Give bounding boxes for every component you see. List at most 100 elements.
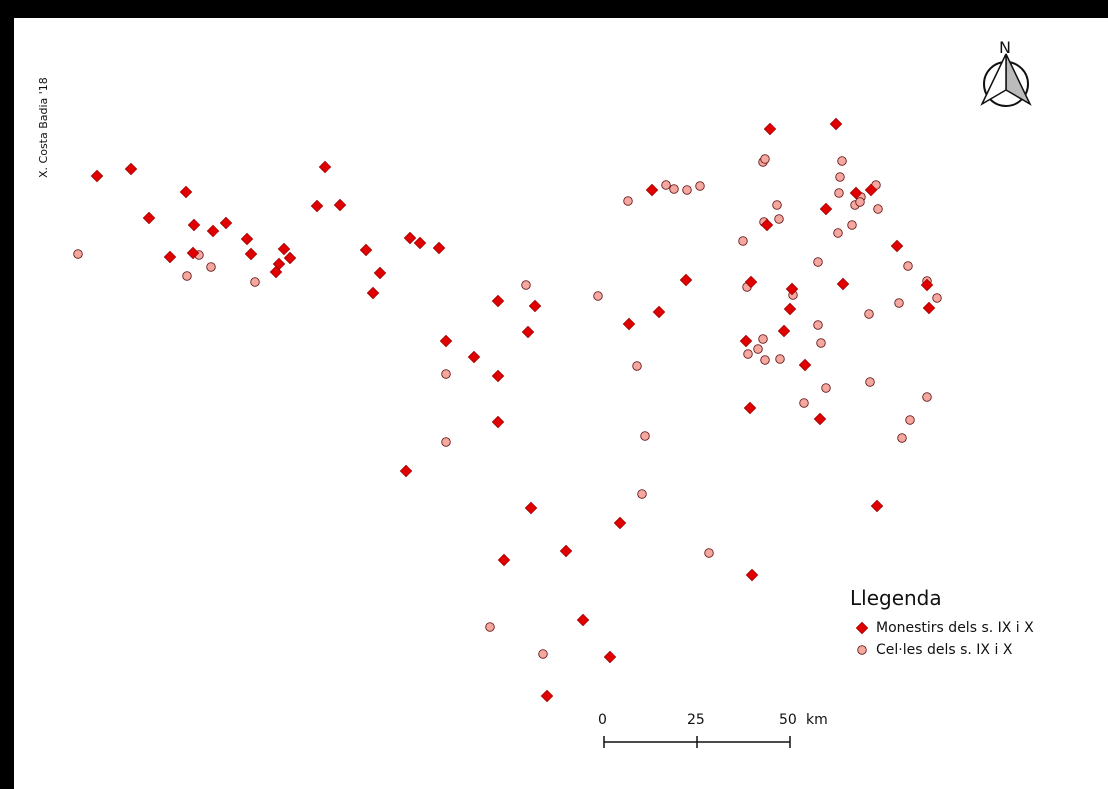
cell-marker[interactable]	[903, 261, 913, 271]
monastery-marker[interactable]	[603, 650, 617, 664]
cell-marker[interactable]	[669, 184, 679, 194]
map-canvas[interactable]: X. Costa Badia '18 N Lleg	[14, 18, 1108, 789]
monastery-marker[interactable]	[90, 169, 104, 183]
cell-marker[interactable]	[864, 309, 874, 319]
cell-marker[interactable]	[834, 188, 844, 198]
cell-marker[interactable]	[521, 280, 531, 290]
monastery-marker[interactable]	[763, 122, 777, 136]
cell-marker[interactable]	[441, 437, 451, 447]
monastery-marker[interactable]	[142, 211, 156, 225]
monastery-marker[interactable]	[403, 231, 417, 245]
cell-marker[interactable]	[640, 431, 650, 441]
monastery-marker[interactable]	[777, 324, 791, 338]
monastery-marker[interactable]	[798, 358, 812, 372]
cell-marker[interactable]	[758, 334, 768, 344]
monastery-marker[interactable]	[813, 412, 827, 426]
monastery-marker[interactable]	[491, 294, 505, 308]
monastery-marker[interactable]	[864, 183, 878, 197]
monastery-marker[interactable]	[613, 516, 627, 530]
monastery-marker[interactable]	[124, 162, 138, 176]
monastery-marker[interactable]	[432, 241, 446, 255]
monastery-marker[interactable]	[920, 278, 934, 292]
monastery-marker[interactable]	[785, 282, 799, 296]
monastery-marker[interactable]	[524, 501, 538, 515]
monastery-marker[interactable]	[240, 232, 254, 246]
monastery-marker[interactable]	[743, 401, 757, 415]
cell-marker[interactable]	[73, 249, 83, 259]
monastery-marker[interactable]	[836, 277, 850, 291]
cell-marker[interactable]	[922, 392, 932, 402]
cell-marker[interactable]	[593, 291, 603, 301]
monastery-marker[interactable]	[922, 301, 936, 315]
cell-marker[interactable]	[816, 338, 826, 348]
monastery-marker[interactable]	[366, 286, 380, 300]
cell-marker[interactable]	[774, 214, 784, 224]
monastery-marker[interactable]	[829, 117, 843, 131]
monastery-marker[interactable]	[645, 183, 659, 197]
cell-marker[interactable]	[813, 320, 823, 330]
cell-marker[interactable]	[485, 622, 495, 632]
cell-marker[interactable]	[623, 196, 633, 206]
cell-marker[interactable]	[873, 204, 883, 214]
monastery-marker[interactable]	[870, 499, 884, 513]
monastery-marker[interactable]	[739, 334, 753, 348]
monastery-marker[interactable]	[269, 265, 283, 279]
cell-marker[interactable]	[813, 257, 823, 267]
cell-marker[interactable]	[865, 377, 875, 387]
cell-marker[interactable]	[441, 369, 451, 379]
monastery-marker[interactable]	[745, 568, 759, 582]
cell-marker[interactable]	[760, 355, 770, 365]
monastery-marker[interactable]	[244, 247, 258, 261]
cell-marker[interactable]	[897, 433, 907, 443]
monastery-marker[interactable]	[219, 216, 233, 230]
monastery-marker[interactable]	[439, 334, 453, 348]
monastery-marker[interactable]	[559, 544, 573, 558]
cell-marker[interactable]	[753, 344, 763, 354]
cell-marker[interactable]	[182, 271, 192, 281]
cell-marker[interactable]	[847, 220, 857, 230]
cell-marker[interactable]	[760, 154, 770, 164]
monastery-marker[interactable]	[491, 415, 505, 429]
cell-marker[interactable]	[250, 277, 260, 287]
monastery-marker[interactable]	[467, 350, 481, 364]
cell-marker[interactable]	[799, 398, 809, 408]
cell-marker[interactable]	[206, 262, 216, 272]
cell-marker[interactable]	[743, 349, 753, 359]
cell-marker[interactable]	[833, 228, 843, 238]
monastery-marker[interactable]	[540, 689, 554, 703]
monastery-marker[interactable]	[277, 242, 291, 256]
cell-marker[interactable]	[821, 383, 831, 393]
monastery-marker[interactable]	[186, 246, 200, 260]
cell-marker[interactable]	[738, 236, 748, 246]
cell-marker[interactable]	[772, 200, 782, 210]
cell-marker[interactable]	[695, 181, 705, 191]
cell-marker[interactable]	[835, 172, 845, 182]
monastery-marker[interactable]	[283, 251, 297, 265]
monastery-marker[interactable]	[652, 305, 666, 319]
monastery-marker[interactable]	[783, 302, 797, 316]
monastery-marker[interactable]	[760, 218, 774, 232]
monastery-marker[interactable]	[187, 218, 201, 232]
monastery-marker[interactable]	[744, 275, 758, 289]
cell-marker[interactable]	[905, 415, 915, 425]
cell-marker[interactable]	[682, 185, 692, 195]
cell-marker[interactable]	[894, 298, 904, 308]
monastery-marker[interactable]	[318, 160, 332, 174]
cell-marker[interactable]	[855, 197, 865, 207]
monastery-marker[interactable]	[359, 243, 373, 257]
monastery-marker[interactable]	[576, 613, 590, 627]
cell-marker[interactable]	[661, 180, 671, 190]
cell-marker[interactable]	[837, 156, 847, 166]
monastery-marker[interactable]	[333, 198, 347, 212]
monastery-marker[interactable]	[521, 325, 535, 339]
monastery-marker[interactable]	[179, 185, 193, 199]
monastery-marker[interactable]	[310, 199, 324, 213]
monastery-marker[interactable]	[849, 186, 863, 200]
monastery-marker[interactable]	[373, 266, 387, 280]
cell-marker[interactable]	[632, 361, 642, 371]
monastery-marker[interactable]	[679, 273, 693, 287]
monastery-marker[interactable]	[413, 236, 427, 250]
monastery-marker[interactable]	[497, 553, 511, 567]
monastery-marker[interactable]	[491, 369, 505, 383]
monastery-marker[interactable]	[528, 299, 542, 313]
